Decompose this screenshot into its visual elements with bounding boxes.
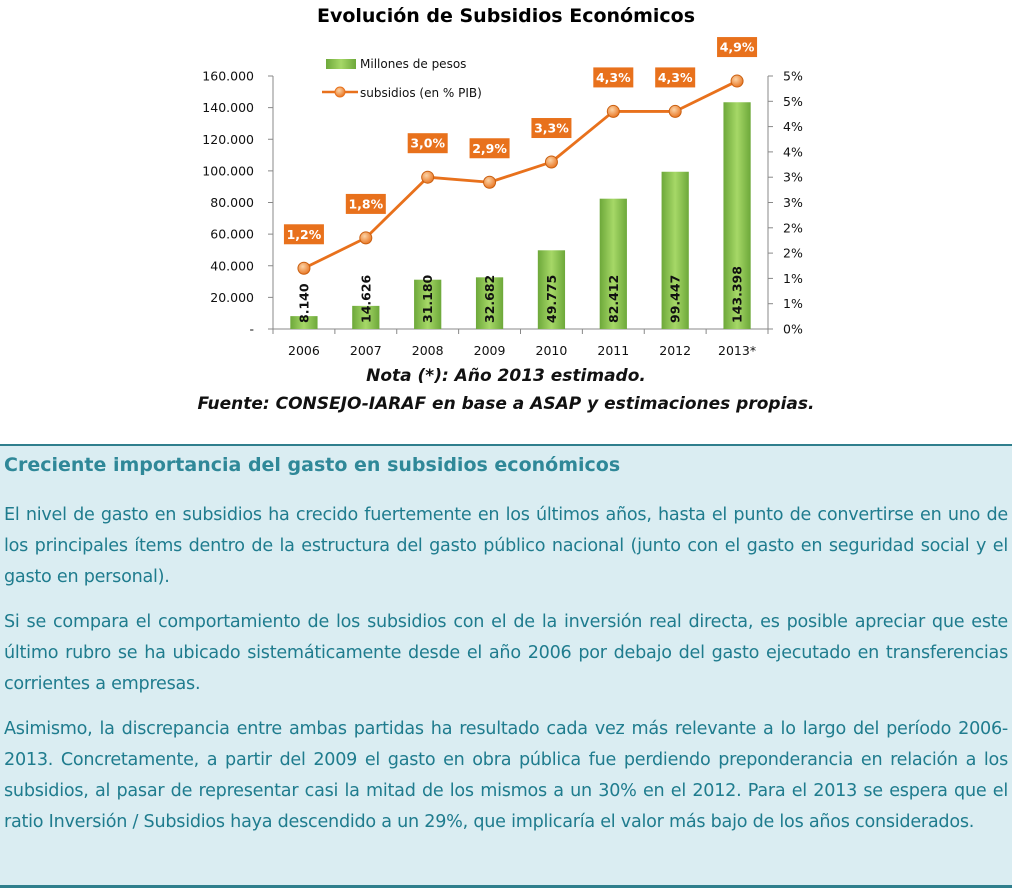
- pct-label-box: [593, 67, 634, 88]
- y-right-tick-label: 3%: [783, 170, 803, 185]
- x-tick-label: 2009: [474, 343, 506, 358]
- pct-label-box: [717, 37, 758, 58]
- text-box: Creciente importancia del gasto en subsi…: [0, 444, 1012, 888]
- bar-value-label: 32.682: [482, 275, 497, 323]
- pct-label-box: [655, 67, 696, 88]
- y-right-tick-label: 1%: [783, 296, 803, 311]
- paragraph: El nivel de gasto en subsidios ha crecid…: [4, 505, 1008, 587]
- pct-line: [303, 79, 738, 270]
- pct-label-box: [531, 118, 572, 139]
- bar-value-label: 49.775: [544, 275, 559, 323]
- legend-line-marker: [334, 86, 346, 98]
- legend-bar-swatch: [326, 59, 356, 69]
- pct-marker: [544, 155, 558, 169]
- bar: [352, 305, 380, 329]
- pct-marker: [668, 104, 682, 118]
- chart-title: Evolución de Subsidios Económicos: [317, 5, 695, 27]
- paragraph: Si se compara el comportamiento de los s…: [4, 612, 1008, 694]
- bar: [661, 171, 689, 329]
- pct-label: 3,3%: [534, 121, 569, 136]
- x-tick-label: 2013*: [718, 343, 756, 358]
- pct-marker: [483, 175, 497, 189]
- bar-value-label: 99.447: [668, 275, 683, 323]
- pct-label: 4,3%: [658, 70, 693, 85]
- y-right-tick-label: 3%: [783, 195, 803, 210]
- y-left-tick-label: 160.000: [202, 69, 254, 84]
- pct-marker: [359, 231, 373, 245]
- y-right-tick-label: 4%: [783, 119, 803, 134]
- y-right-tick-label: 1%: [783, 271, 803, 286]
- plot-area: - 20.000 40.000 60.000 80.000 100.000 120.000 1…: [202, 37, 803, 358]
- y-right-tick-label: 5%: [783, 69, 803, 84]
- y-left-tick-label: 140.000: [202, 100, 254, 115]
- chart-svg: Evolución de Subsidios Económicos Millon…: [202, 5, 803, 358]
- pct-label-box: [469, 138, 510, 159]
- x-tick-label: 2006: [288, 343, 320, 358]
- section-title: Creciente importancia del gasto en subsi…: [4, 454, 621, 476]
- legend: Millones de pesos subsidios (en % PIB): [322, 57, 482, 100]
- y-left-tick-label: 40.000: [210, 258, 254, 273]
- bar: [290, 316, 318, 329]
- bar: [537, 250, 566, 329]
- y-left-tick-label: -: [249, 322, 254, 337]
- bar-value-label: 82.412: [606, 275, 621, 323]
- x-tick-label: 2007: [350, 343, 382, 358]
- y-left-tick-label: 60.000: [210, 227, 254, 242]
- pct-label: 1,8%: [348, 196, 383, 211]
- y-right-tick-label: 2%: [783, 246, 803, 261]
- chart-note: Nota (*): Año 2013 estimado.: [366, 366, 646, 386]
- y-right-tick-label: 0%: [783, 322, 803, 337]
- bar: [475, 277, 504, 329]
- x-tick-label: 2011: [597, 343, 629, 358]
- pct-label-box: [283, 224, 324, 245]
- bar-value-label: 143.398: [730, 266, 745, 323]
- paragraph: Asimismo, la discrepancia entre ambas pa…: [4, 719, 1008, 832]
- pct-marker: [730, 74, 744, 88]
- pct-label: 4,3%: [596, 70, 631, 85]
- x-tick-label: 2012: [659, 343, 691, 358]
- y-left-tick-label: 80.000: [210, 195, 254, 210]
- legend-line-label: subsidios (en % PIB): [360, 86, 482, 100]
- y-left-tick-label: 20.000: [210, 290, 254, 305]
- bar: [414, 279, 442, 329]
- x-tick-label: 2010: [536, 343, 568, 358]
- pct-label: 4,9%: [720, 40, 755, 55]
- pct-label: 1,2%: [287, 227, 322, 242]
- y-left-tick-label: 120.000: [202, 132, 254, 147]
- pct-label: 3,0%: [410, 136, 445, 151]
- bar: [599, 198, 627, 329]
- bar-value-label: 31.180: [420, 274, 435, 323]
- x-tick-label: 2008: [412, 343, 444, 358]
- pct-marker: [421, 170, 435, 184]
- y-left-tick-label: 100.000: [202, 163, 254, 178]
- bar-value-label: 8.140: [296, 283, 311, 323]
- pct-label-box: [345, 193, 386, 214]
- y-right-tick-label: 5%: [783, 94, 803, 109]
- chart-source: Fuente: CONSEJO-IARAF en base a ASAP y e…: [197, 394, 815, 414]
- y-right-tick-label: 4%: [783, 144, 803, 159]
- pct-label-box: [407, 133, 448, 154]
- legend-bar-label: Millones de pesos: [360, 57, 466, 71]
- bar-value-label: 14.626: [358, 274, 373, 323]
- bar: [723, 102, 751, 329]
- pct-marker: [297, 261, 311, 275]
- pct-label: 2,9%: [472, 141, 507, 156]
- pct-marker: [606, 104, 620, 118]
- y-right-tick-label: 2%: [783, 220, 803, 235]
- chart-area: Evolución de Subsidios Económicos Millon…: [0, 0, 1012, 440]
